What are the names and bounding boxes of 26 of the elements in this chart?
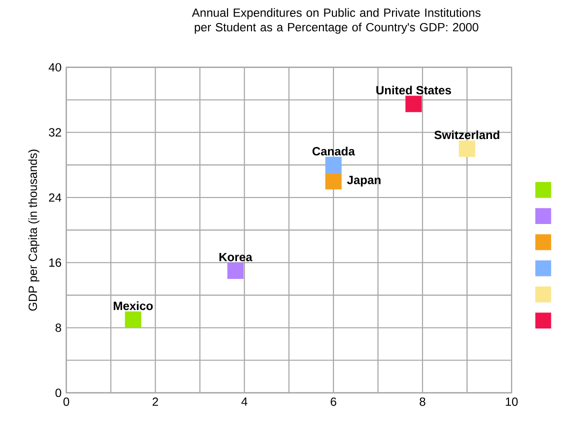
- x-tick-label: 6: [330, 398, 336, 406]
- series-label: Canada: [312, 146, 355, 156]
- x-tick-label: 4: [241, 398, 248, 406]
- x-tick-label: 10: [506, 398, 518, 406]
- series-label: Korea: [219, 253, 252, 262]
- x-tick-label: 2: [152, 398, 158, 406]
- point: [405, 96, 422, 112]
- y-tick-label: 16: [49, 258, 62, 268]
- y-tick-label: 40: [48, 63, 62, 72]
- point: [124, 312, 142, 328]
- series-label: United States: [376, 86, 452, 95]
- x-tick-label: 0: [63, 398, 70, 406]
- y-tick-label: 24: [49, 194, 62, 202]
- y-axis-title: GDP per Capita (in thousands): [28, 150, 40, 311]
- series-label: Mexico: [114, 302, 153, 310]
- point: [227, 262, 244, 280]
- y-tick-label: 8: [56, 324, 62, 332]
- y-tick-label: 0: [55, 388, 62, 398]
- chart-title: Annual Expenditures on Public and Private Institutions per Student as a Percentage of Country's GDP: 2000: [192, 8, 480, 34]
- x-tick-label: 8: [420, 398, 426, 406]
- point: [325, 157, 342, 174]
- series-label: Japan: [347, 176, 380, 187]
- series-label: Switzerland: [434, 130, 500, 140]
- point: [325, 173, 342, 190]
- point: [458, 140, 476, 158]
- y-tick-label: 32: [48, 128, 62, 137]
